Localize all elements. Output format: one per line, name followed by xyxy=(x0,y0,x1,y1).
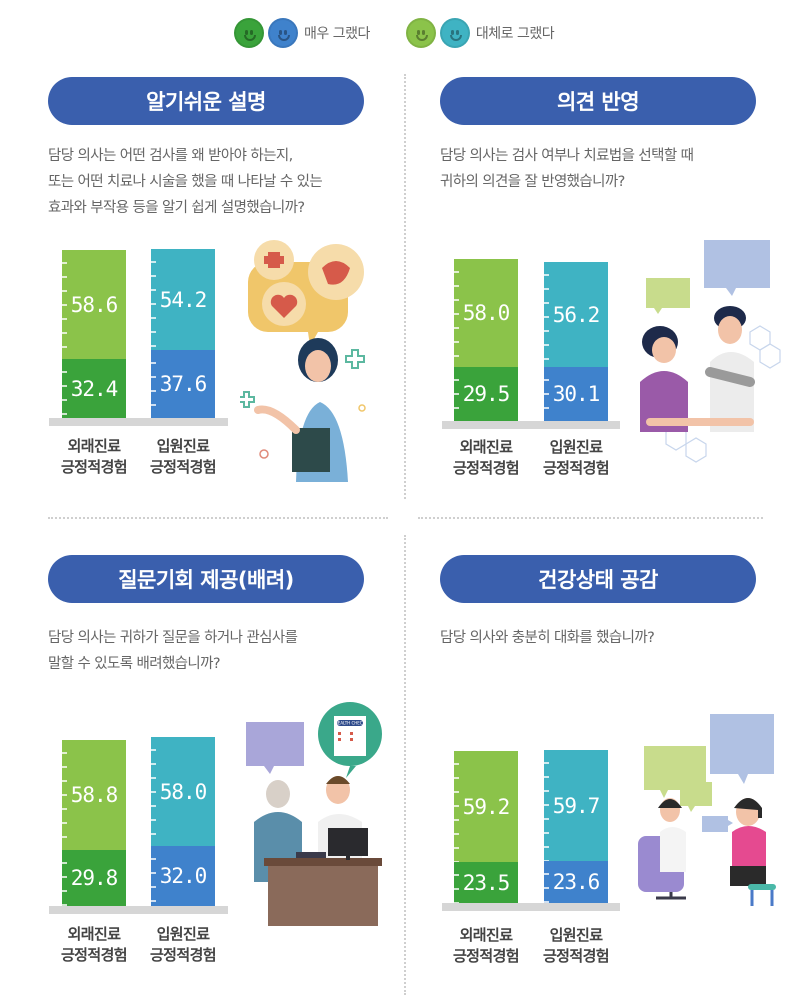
bar-inpatient: 56.2 30.1 xyxy=(544,262,608,421)
panel-title: 의견 반영 xyxy=(440,77,756,125)
bar-segment-mostly: 59.2 xyxy=(454,751,518,862)
bar-segment-very: 23.6 xyxy=(544,861,608,903)
bar-segment-very: 29.5 xyxy=(454,367,518,421)
bar-segment-mostly: 58.0 xyxy=(151,737,215,846)
x-label-outpatient: 외래진료 긍정적경험 xyxy=(452,438,520,477)
panel-question: 담당 의사는 검사 여부나 치료법을 선택할 때 귀하의 의견을 잘 반영했습니… xyxy=(440,148,694,190)
x-label-inpatient: 입원진료 긍정적경험 xyxy=(149,437,217,476)
bar-segment-very: 32.0 xyxy=(151,846,215,906)
bar-segment-very: 37.6 xyxy=(151,350,215,418)
legend-mostly: 대체로 그랬다 xyxy=(405,18,555,48)
x-label-outpatient: 외래진료 긍정적경험 xyxy=(452,926,520,965)
bar-segment-mostly: 58.6 xyxy=(62,250,126,359)
bar-segment-mostly: 59.7 xyxy=(544,750,608,861)
smiley-blue-icon xyxy=(268,18,298,48)
bar-segment-mostly: 58.0 xyxy=(454,259,518,367)
chart-baseline xyxy=(49,906,228,914)
smiley-lightgreen-icon xyxy=(405,18,436,48)
doctor-consultation-desk-illustration: HEALTH CHECK xyxy=(246,702,382,926)
panel-question: 담당 의사와 충분히 대화를 했습니까? xyxy=(440,630,655,646)
x-label-outpatient: 외래진료 긍정적경험 xyxy=(60,925,128,964)
x-label-inpatient: 입원진료 긍정적경험 xyxy=(542,926,610,965)
chart-baseline xyxy=(442,903,620,911)
x-label-inpatient: 입원진료 긍정적경험 xyxy=(542,438,610,477)
legend-label-very: 매우 그랬다 xyxy=(304,26,370,42)
chart-baseline xyxy=(442,421,620,429)
horizontal-divider-left xyxy=(48,517,388,519)
smiley-teal-icon xyxy=(439,18,470,48)
panel-question: 담당 의사는 귀하가 질문을 하거나 관심사를 말할 수 있도록 배려했습니까? xyxy=(48,630,298,672)
chart-baseline xyxy=(49,418,228,426)
doctor-treating-patient-illustration xyxy=(640,240,781,463)
bar-segment-very: 32.4 xyxy=(62,359,126,418)
bar-inpatient: 54.2 37.6 xyxy=(151,249,215,418)
horizontal-divider-right xyxy=(418,517,763,519)
legend-very: 매우 그랬다 xyxy=(234,18,370,48)
x-label-outpatient: 외래진료 긍정적경험 xyxy=(60,437,128,476)
vertical-divider-bottom xyxy=(404,535,406,995)
bar-outpatient: 59.2 23.5 xyxy=(454,751,518,903)
bar-segment-mostly: 56.2 xyxy=(544,262,608,367)
bar-segment-mostly: 54.2 xyxy=(151,249,215,350)
health-check-text: HEALTH CHECK xyxy=(335,721,366,726)
panel-title: 건강상태 공감 xyxy=(440,555,756,603)
legend-label-mostly: 대체로 그랬다 xyxy=(475,26,555,42)
smiley-green-icon xyxy=(234,18,264,48)
bar-inpatient: 58.0 32.0 xyxy=(151,737,215,906)
bar-segment-very: 29.8 xyxy=(62,850,126,906)
bar-outpatient: 58.0 29.5 xyxy=(454,259,518,421)
panel-title: 알기쉬운 설명 xyxy=(48,77,364,125)
bar-segment-mostly: 58.8 xyxy=(62,740,126,850)
bar-inpatient: 59.7 23.6 xyxy=(544,750,608,903)
bar-outpatient: 58.8 29.8 xyxy=(62,740,126,906)
vertical-divider-top xyxy=(404,74,406,499)
bar-segment-very: 23.5 xyxy=(454,862,518,903)
doctor-explaining-illustration xyxy=(240,240,366,482)
doctor-patient-conversation-illustration xyxy=(638,714,776,906)
panel-question: 담당 의사는 어떤 검사를 왜 받아야 하는지, 또는 어떤 치료나 시술을 했… xyxy=(48,148,323,216)
panel-title: 질문기회 제공(배려) xyxy=(48,555,364,603)
bar-outpatient: 58.6 32.4 xyxy=(62,250,126,418)
legend: 매우 그랬다 대체로 그랬다 xyxy=(234,16,555,50)
bar-segment-very: 30.1 xyxy=(544,367,608,421)
x-label-inpatient: 입원진료 긍정적경험 xyxy=(149,925,217,964)
